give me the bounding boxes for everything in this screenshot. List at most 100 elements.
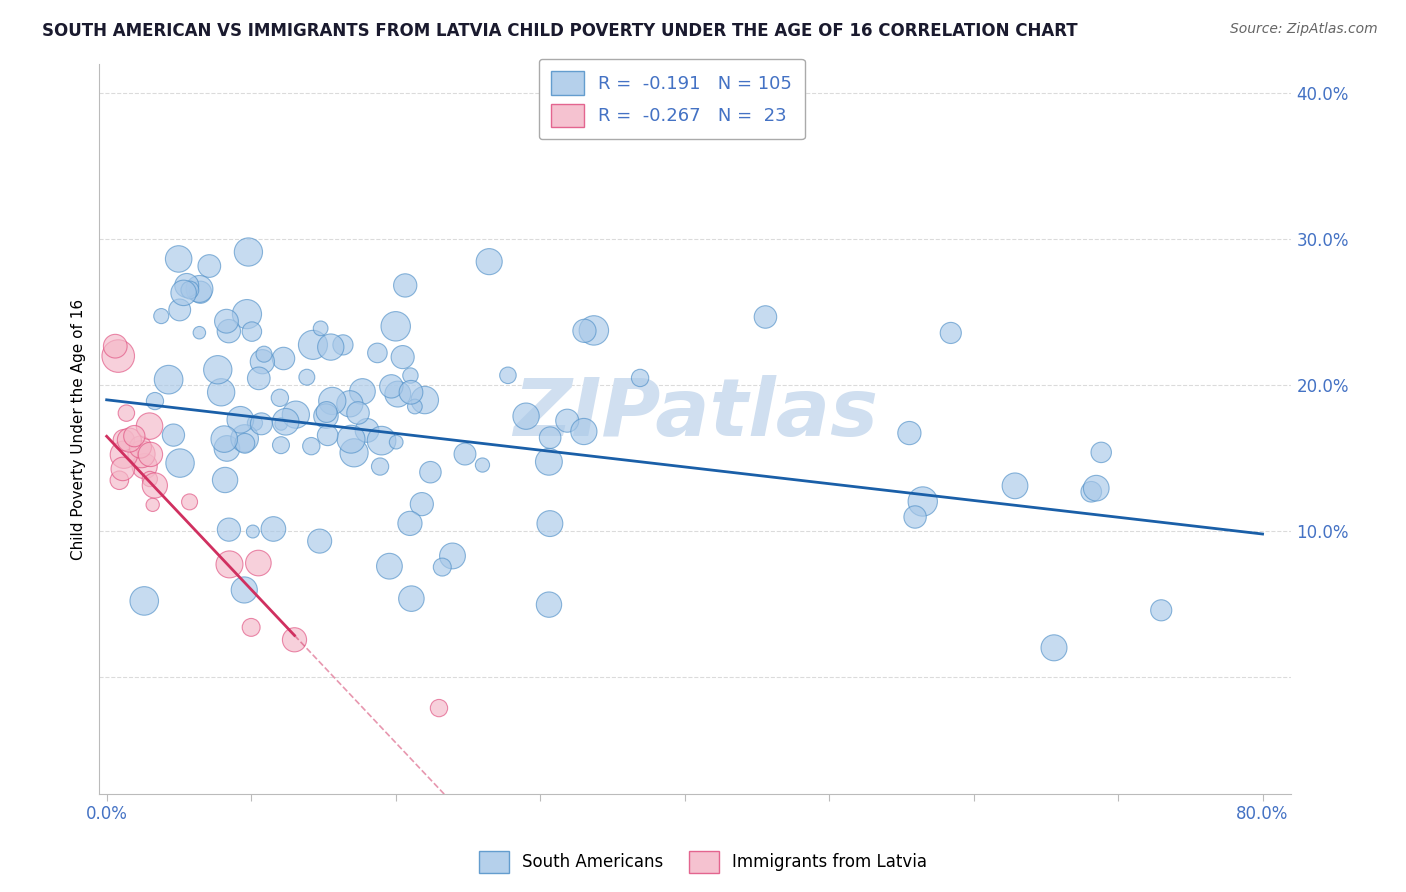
Point: [233, 432, 256, 446]
Point: [496, 368, 519, 383]
Point: [139, 472, 162, 486]
Point: [538, 516, 561, 531]
Point: [1090, 445, 1112, 459]
Point: [157, 373, 180, 387]
Point: [283, 632, 305, 647]
Point: [247, 371, 270, 385]
Point: [1150, 603, 1173, 617]
Point: [319, 340, 342, 354]
Point: [370, 434, 392, 448]
Point: [404, 400, 426, 414]
Point: [582, 323, 605, 337]
Point: [368, 459, 391, 474]
Point: [190, 285, 212, 300]
Point: [262, 522, 284, 536]
Point: [352, 384, 374, 399]
Point: [1004, 479, 1026, 493]
Point: [108, 473, 131, 487]
Point: [143, 394, 166, 409]
Point: [399, 385, 422, 400]
Point: [218, 523, 240, 537]
Point: [1085, 481, 1108, 495]
Point: [188, 326, 211, 340]
Point: [112, 433, 135, 447]
Point: [212, 432, 235, 446]
Point: [413, 392, 436, 407]
Point: [537, 598, 560, 612]
Point: [107, 349, 129, 363]
Point: [142, 498, 165, 512]
Text: ZIPatlas: ZIPatlas: [513, 376, 877, 453]
Point: [399, 368, 422, 383]
Point: [229, 413, 252, 427]
Point: [176, 278, 198, 293]
Point: [454, 447, 477, 461]
Point: [316, 428, 339, 442]
Point: [432, 560, 454, 574]
Point: [129, 440, 152, 454]
Point: [243, 416, 266, 430]
Point: [138, 419, 160, 434]
Text: SOUTH AMERICAN VS IMMIGRANTS FROM LATVIA CHILD POVERTY UNDER THE AGE OF 16 CORRE: SOUTH AMERICAN VS IMMIGRANTS FROM LATVIA…: [42, 22, 1078, 40]
Point: [131, 447, 153, 461]
Point: [270, 417, 292, 431]
Point: [215, 442, 238, 456]
Point: [308, 534, 330, 549]
Point: [198, 259, 221, 273]
Point: [115, 406, 138, 420]
Point: [478, 254, 501, 268]
Point: [572, 425, 595, 439]
Point: [904, 510, 927, 524]
Point: [366, 346, 388, 360]
Point: [401, 591, 423, 606]
Point: [173, 285, 195, 300]
Point: [380, 379, 402, 393]
Point: [628, 371, 651, 385]
Point: [269, 391, 291, 405]
Legend: R =  -0.191   N = 105, R =  -0.267   N =  23: R = -0.191 N = 105, R = -0.267 N = 23: [538, 59, 804, 139]
Point: [302, 338, 325, 352]
Point: [309, 321, 332, 335]
Point: [169, 302, 191, 317]
Point: [215, 314, 238, 328]
Point: [284, 408, 307, 422]
Point: [911, 494, 934, 508]
Point: [340, 432, 363, 446]
Point: [218, 324, 240, 338]
Point: [240, 620, 263, 634]
Point: [378, 559, 401, 574]
Point: [332, 338, 354, 352]
Legend: South Americans, Immigrants from Latvia: South Americans, Immigrants from Latvia: [472, 845, 934, 880]
Point: [104, 339, 127, 353]
Point: [441, 549, 464, 563]
Point: [419, 465, 441, 479]
Point: [134, 594, 156, 608]
Point: [399, 516, 422, 531]
Point: [242, 524, 264, 539]
Point: [574, 324, 596, 338]
Point: [134, 459, 156, 474]
Point: [112, 448, 135, 462]
Point: [218, 558, 240, 572]
Point: [1080, 484, 1102, 499]
Point: [347, 406, 370, 420]
Point: [143, 478, 166, 492]
Point: [167, 252, 190, 266]
Point: [169, 456, 191, 470]
Point: [111, 462, 134, 476]
Point: [939, 326, 962, 340]
Point: [295, 370, 318, 384]
Point: [394, 278, 416, 293]
Point: [233, 436, 256, 450]
Point: [247, 556, 270, 570]
Point: [538, 431, 561, 445]
Point: [391, 350, 413, 364]
Point: [356, 424, 378, 438]
Point: [240, 325, 263, 339]
Text: Source: ZipAtlas.com: Source: ZipAtlas.com: [1230, 22, 1378, 37]
Point: [537, 455, 560, 469]
Point: [754, 310, 776, 324]
Point: [270, 438, 292, 452]
Point: [139, 447, 162, 461]
Point: [315, 405, 337, 419]
